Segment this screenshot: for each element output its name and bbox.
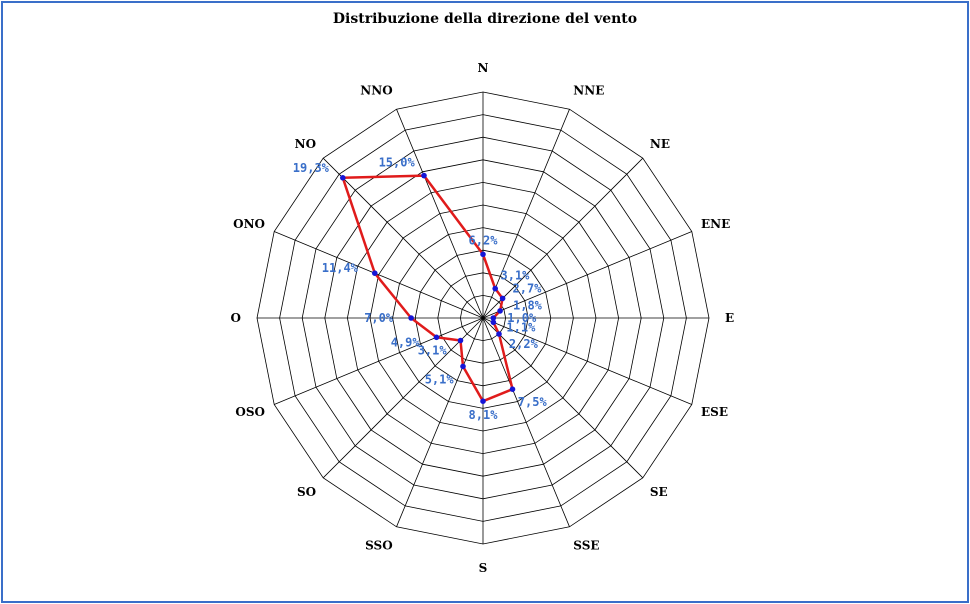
value-label-ese: 1,1% xyxy=(506,321,536,335)
data-point-nne xyxy=(492,285,499,292)
spoke-ese xyxy=(482,317,692,405)
direction-label-e: E xyxy=(725,311,734,325)
spoke-ne xyxy=(482,157,644,319)
value-label-n: 6,2% xyxy=(469,233,499,247)
direction-label-se: SE xyxy=(650,485,668,499)
spoke-oso xyxy=(274,317,484,405)
data-point-oso xyxy=(433,334,440,341)
direction-label-ene: ENE xyxy=(701,217,730,231)
direction-label-ese: ESE xyxy=(701,405,728,419)
data-point-ne xyxy=(499,295,506,302)
series xyxy=(340,172,516,405)
spoke-se xyxy=(482,317,644,479)
direction-labels: N NNE NE ENE E ESE SE SSE S SSO SO OSO O ONO NO NNO xyxy=(231,61,735,575)
data-point-sse xyxy=(509,386,516,393)
value-label-oso: 4,9% xyxy=(391,336,421,350)
spoke-nno xyxy=(396,109,484,319)
value-label-no: 19,3% xyxy=(293,161,330,175)
data-point-s xyxy=(480,398,486,405)
direction-label-no: NO xyxy=(295,137,316,151)
chart-title: Distribuzione della direzione del vento xyxy=(332,11,638,27)
direction-label-n: N xyxy=(478,61,489,75)
direction-label-sse: SSE xyxy=(573,538,599,552)
spoke-no xyxy=(322,157,484,319)
spoke-nne xyxy=(482,109,570,319)
value-label-nne: 3,1% xyxy=(501,269,531,283)
direction-label-sso: SSO xyxy=(365,538,393,552)
value-label-sso: 5,1% xyxy=(425,372,455,386)
spoke-ono xyxy=(274,231,484,319)
value-label-so: 3,1% xyxy=(418,343,448,357)
data-point-e xyxy=(490,315,497,321)
data-point-se xyxy=(496,331,502,337)
data-point-so xyxy=(457,337,464,344)
direction-label-ne: NE xyxy=(650,137,670,151)
direction-label-oso: OSO xyxy=(235,405,265,419)
series-line xyxy=(341,174,514,403)
spoke-ene xyxy=(482,231,692,319)
value-label-ono: 11,4% xyxy=(322,261,359,275)
direction-label-nne: NNE xyxy=(573,84,604,98)
direction-label-nno: NNO xyxy=(360,84,392,98)
spokes xyxy=(257,92,709,544)
data-point-ono xyxy=(372,270,378,277)
data-point-o xyxy=(408,315,414,321)
value-label-e: 1,0% xyxy=(507,311,537,325)
value-label-ene: 1,8% xyxy=(513,299,543,313)
value-label-sse: 7,5% xyxy=(518,395,548,409)
value-label-ne: 2,7% xyxy=(513,282,543,296)
data-point-no xyxy=(340,175,346,181)
direction-label-o: O xyxy=(231,311,241,325)
data-point-n xyxy=(480,251,486,258)
spoke-so xyxy=(322,317,484,479)
value-label-o: 7,0% xyxy=(364,311,394,325)
direction-label-ono: ONO xyxy=(233,217,265,231)
value-label-se: 2,2% xyxy=(509,337,539,351)
value-label-nno: 15,0% xyxy=(379,156,416,170)
spoke-sso xyxy=(396,317,484,527)
direction-label-s: S xyxy=(479,561,488,575)
value-labels: 6,2%3,1%2,7%1,8%1,0%1,1%2,2%7,5%8,1%5,1%… xyxy=(293,156,548,423)
data-point-nno xyxy=(421,172,427,179)
direction-label-so: SO xyxy=(297,485,316,499)
data-point-ese xyxy=(490,319,497,326)
value-label-s: 8,1% xyxy=(469,408,499,422)
spoke-sse xyxy=(482,317,570,527)
data-point-ene xyxy=(497,308,503,314)
data-point-sso xyxy=(460,363,466,370)
